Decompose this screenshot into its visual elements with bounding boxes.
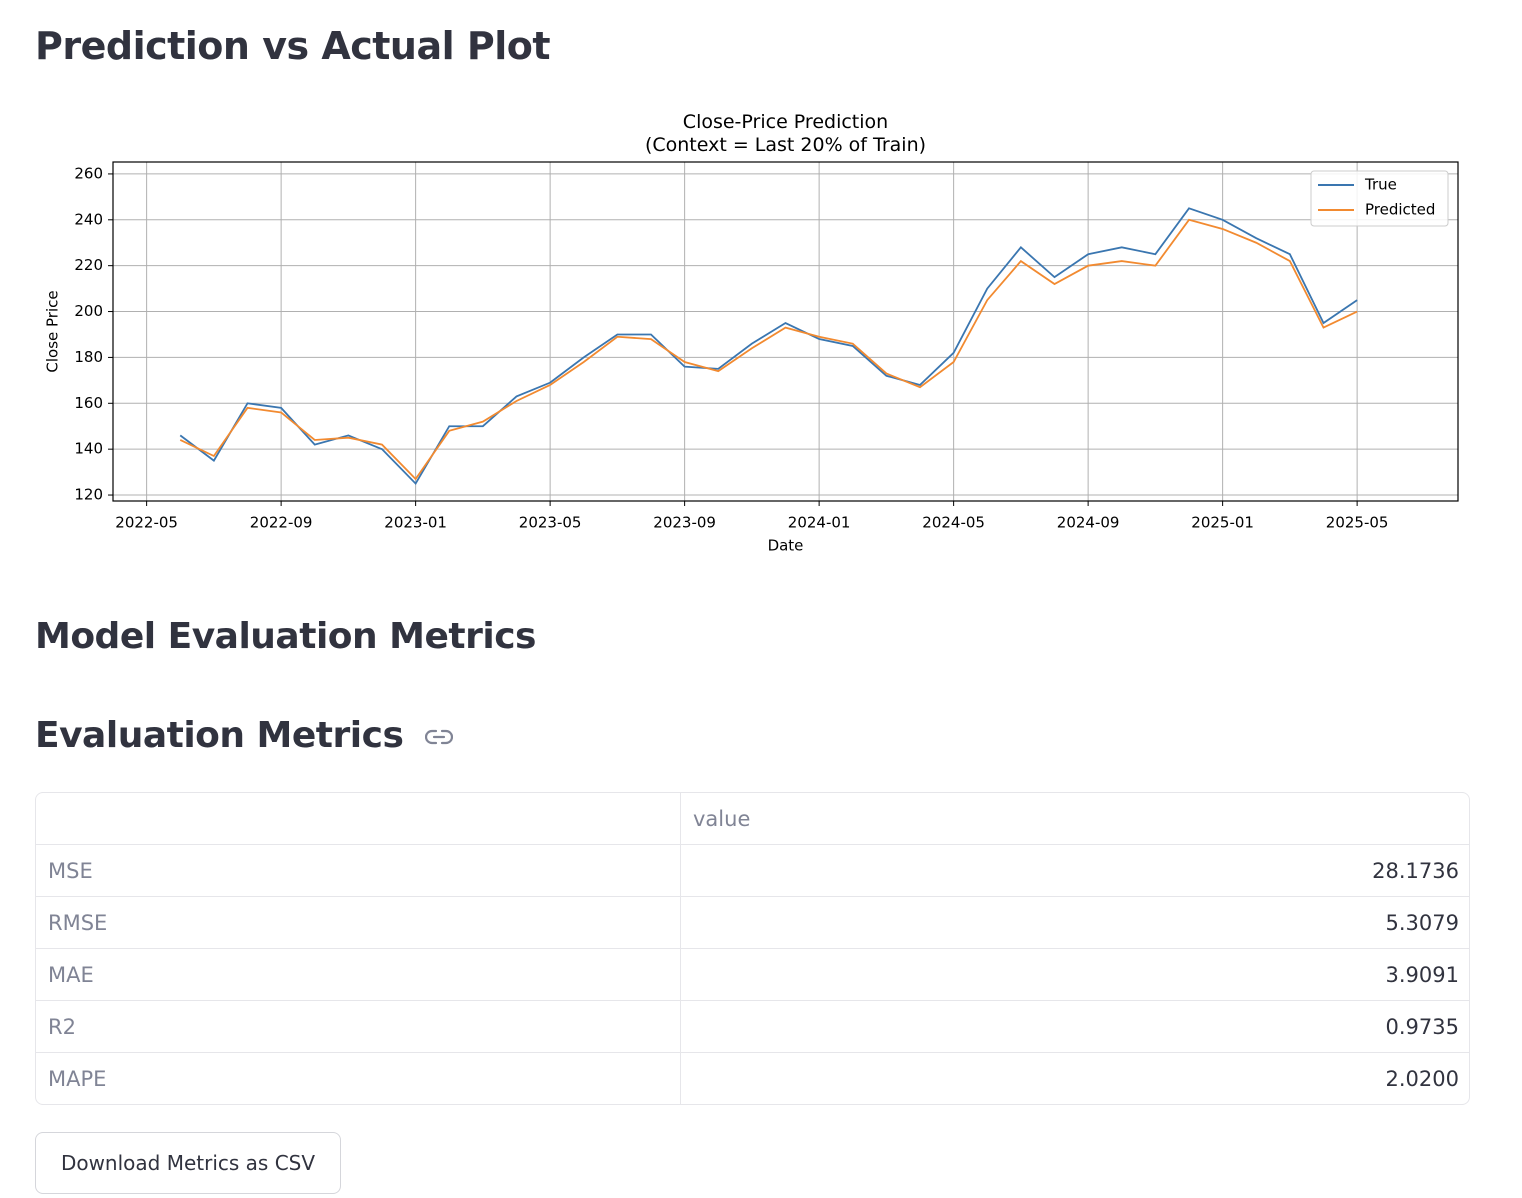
x-tick-label: 2024-09 <box>1057 514 1120 532</box>
x-tick-label: 2025-05 <box>1326 514 1389 532</box>
y-axis-label: Close Price <box>44 290 62 372</box>
table-header: value <box>36 793 1469 845</box>
y-tick-label: 140 <box>74 440 103 458</box>
chart: Close-Price Prediction (Context = Last 20… <box>44 111 1459 555</box>
plot-frame <box>112 161 1459 502</box>
metric-name: MAE <box>36 949 681 1001</box>
metric-name: MAPE <box>36 1053 681 1104</box>
x-tick-label: 2023-01 <box>384 514 447 532</box>
section-heading-text: Evaluation Metrics <box>35 715 404 756</box>
metrics-table: value MSE 28.1736 RMSE 5.3079 MAE 3.9091 R2 0.9… <box>35 792 1470 1105</box>
series-line <box>179 218 1358 481</box>
section-heading: Evaluation Metrics <box>35 715 454 756</box>
y-tick-label: 240 <box>74 210 103 228</box>
metric-value: 0.9735 <box>681 1001 1469 1053</box>
legend-label: True <box>1364 176 1397 194</box>
link-icon[interactable] <box>425 727 454 747</box>
metric-value: 28.1736 <box>681 845 1469 897</box>
x-tick-label: 2024-01 <box>788 514 851 532</box>
table-row: MSE 28.1736 <box>36 845 1469 897</box>
x-tick-label: 2024-05 <box>922 514 985 532</box>
y-tick-label: 120 <box>74 486 103 504</box>
section-heading: Model Evaluation Metrics <box>35 616 536 657</box>
metric-value: 3.9091 <box>681 949 1469 1001</box>
chart-title: Close-Price Prediction (Context = Last 20… <box>645 111 926 156</box>
metric-value: 5.3079 <box>681 897 1469 949</box>
x-tick-label: 2022-09 <box>250 514 313 532</box>
x-tick-label: 2022-05 <box>115 514 178 532</box>
x-tick-label: 2023-09 <box>653 514 716 532</box>
metric-value: 2.0200 <box>1385 1066 1459 1091</box>
y-tick-label: 260 <box>74 164 103 182</box>
table-row: MAPE 2.0200 <box>36 1053 1469 1104</box>
metric-name: RMSE <box>36 897 681 949</box>
index-header <box>36 793 681 845</box>
column-header: value <box>681 793 1469 845</box>
table-row: RMSE 5.3079 <box>36 897 1469 949</box>
table-row: R2 0.9735 <box>36 1001 1469 1053</box>
series-line <box>179 207 1358 486</box>
legend-label: Predicted <box>1365 201 1435 219</box>
y-tick-label: 160 <box>74 394 103 412</box>
x-axis-label: Date <box>768 537 804 555</box>
x-tick-label: 2025-01 <box>1191 514 1254 532</box>
table-row: MAE 3.9091 <box>36 949 1469 1001</box>
page-title: Prediction vs Actual Plot <box>35 24 551 68</box>
download-button[interactable]: Download Metrics as CSV <box>35 1132 341 1194</box>
metric-name: R2 <box>36 1001 681 1053</box>
y-tick-label: 180 <box>74 348 103 366</box>
x-tick-label: 2023-05 <box>519 514 582 532</box>
y-tick-label: 220 <box>74 256 103 274</box>
y-tick-label: 200 <box>74 302 103 320</box>
metric-name: MSE <box>36 845 681 897</box>
